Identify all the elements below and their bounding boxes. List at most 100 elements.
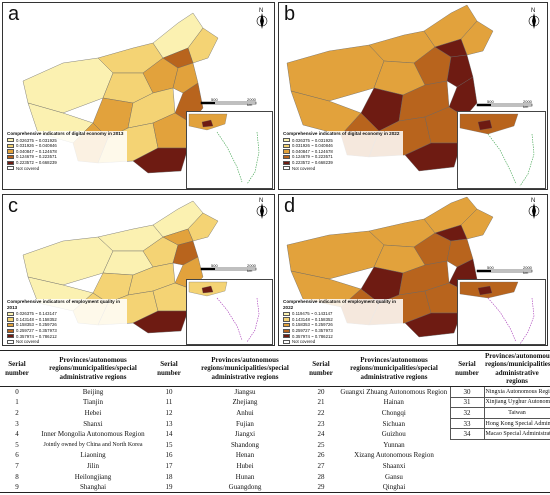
inset-map [188, 281, 260, 343]
region-name-cell: Hong Kong Special Administrative Region [483, 417, 550, 430]
panel-letter: b [284, 3, 296, 25]
header-region-name: Provinces/autonomous regions/municipalit… [484, 350, 550, 387]
region-name-cell: Zhejiang [232, 398, 258, 407]
serial-number-cell: 17 [165, 461, 173, 470]
compass-n-label: N [259, 8, 264, 14]
region-name-cell: Heilongjiang [74, 472, 112, 481]
legend-label: 0.026375 ~ 0.143147 [16, 311, 57, 317]
serial-number-cell: 13 [165, 419, 173, 428]
region-name-cell [484, 481, 550, 493]
legend-label: 0.031926 ~ 0.040846 [292, 143, 333, 149]
legend-swatch [283, 143, 290, 149]
legend-swatch [283, 138, 290, 143]
legend-swatch [283, 166, 290, 171]
region-name-cell: Inner Mongolia Autonomous Region [41, 430, 145, 439]
compass-n-label: N [531, 198, 536, 204]
header-region-name: Provinces/autonomous regions/municipalit… [186, 350, 304, 387]
serial-number-cell: 16 [165, 451, 173, 460]
legend-swatch [7, 149, 14, 154]
serial-number-cell: 9 [0, 481, 34, 493]
serial-number-cell [450, 461, 484, 472]
scale-bar: 500 2000 km [199, 97, 259, 108]
legend-row: 0.031926 ~ 0.040846 [283, 143, 403, 149]
legend-row: 0.143148 ~ 0.158352 [7, 317, 127, 323]
region-name-cell: Tianjin [83, 398, 103, 407]
legend-title: Comprehensive indicators of employment q… [283, 299, 397, 310]
serial-number-cell: 21 [317, 398, 325, 407]
header-serial-number: Serial number [450, 350, 484, 387]
table-row: 4 Inner Mongolia Autonomous Region 14 Jiang… [0, 428, 550, 440]
legend-swatch [7, 328, 14, 333]
serial-number-cell: 8 [15, 472, 19, 481]
serial-number-cell: 31 [449, 396, 485, 409]
legend-label: Not covered [16, 165, 40, 171]
region-name-cell: Beijing [82, 388, 104, 397]
region-name-cell [484, 471, 550, 482]
legend-label: 0.158353 ~ 0.259726 [292, 322, 333, 328]
region-name-cell: Anhui [236, 408, 254, 417]
legend-label: 0.158353 ~ 0.259726 [16, 322, 57, 328]
legend-label: 0.040847 ~ 0.124678 [16, 148, 57, 154]
legend-swatch [7, 317, 14, 322]
serial-number-cell: 5 [15, 440, 19, 449]
legend-swatch [283, 311, 290, 317]
legend-row: 0.158353 ~ 0.259726 [7, 322, 127, 328]
serial-number-cell: 30 [449, 386, 485, 398]
panel-c: c N 500 2000 km Comprehensive indicators… [2, 194, 275, 346]
legend-swatch [283, 317, 290, 322]
south-china-sea-inset [186, 279, 273, 345]
legend-swatch [7, 334, 14, 339]
panel-letter: c [8, 195, 18, 217]
north-arrow-icon: N [525, 8, 543, 31]
legend-row: 0.223572 ~ 0.668239 [283, 160, 403, 166]
legend-row: 0.031926 ~ 0.040846 [7, 143, 127, 149]
legend-row: 0.357974 ~ 0.786212 [283, 334, 403, 340]
scale-mid-label: 500 [211, 97, 218, 102]
serial-number-cell: 26 [317, 451, 325, 460]
region-name-cell: Qinghai [338, 481, 450, 493]
region-name-cell: Shanxi [83, 419, 103, 428]
south-china-sea-inset [186, 111, 273, 189]
serial-number-cell: 29 [304, 481, 338, 493]
legend-label: 0.124679 ~ 0.223571 [292, 154, 333, 160]
legend-d: Comprehensive indicators of employment q… [283, 299, 403, 345]
serial-number-cell: 24 [317, 430, 325, 439]
serial-number-cell: 4 [15, 430, 19, 439]
legend-label: 0.026375 ~ 0.031925 [292, 137, 333, 143]
region-table: Serial number Provinces/autonomous region… [0, 350, 550, 493]
region-name-cell: Shandong [231, 440, 259, 449]
table-row: 7 Jilin 17 Hubei 27 Shaanxi [0, 461, 550, 472]
table-row: 6 Liaoning 16 Henan 26 Xizang Autonomous Regi… [0, 450, 550, 461]
region-name-cell: Macao Special Administrative Region [483, 428, 550, 440]
serial-number-cell: 11 [165, 398, 173, 407]
region-name-cell: Hunan [235, 472, 255, 481]
legend-swatch [7, 323, 14, 328]
legend-row: 0.124679 ~ 0.223571 [7, 154, 127, 160]
region-name-cell: Guangdong [186, 481, 304, 493]
region-name-cell: Shanghai [34, 481, 152, 493]
legend-label: Not covered [292, 339, 316, 345]
inset-map [459, 281, 535, 345]
serial-number-cell: 22 [317, 408, 325, 417]
region-name-cell: Jiangsu [234, 388, 256, 397]
scale-end-label: 2000 km [247, 263, 256, 273]
header-serial-number: Serial number [152, 350, 186, 387]
scale-bar-graphic [200, 267, 257, 271]
table-row: 5 Jointly owned by China and North Korea 1… [0, 439, 550, 450]
legend-row: 0.223572 ~ 0.668239 [7, 160, 127, 166]
legend-row: 0.357974 ~ 0.786212 [7, 334, 127, 340]
serial-number-cell: 12 [165, 408, 173, 417]
serial-number-cell [450, 471, 484, 482]
legend-swatch [283, 149, 290, 154]
table-body: 0 Beijing 10 Jiangsu 20 Guangxi Zhuang Autono… [0, 386, 550, 493]
scale-bar-graphic [476, 269, 533, 273]
serial-number-cell: 15 [165, 440, 173, 449]
scale-end-label: 2000 km [523, 99, 532, 109]
legend-title: Comprehensive indicators of digital econ… [283, 131, 400, 136]
legend-row: 0.124679 ~ 0.223571 [283, 154, 403, 160]
panel-d: d N 500 2000 km Comprehensive indicators… [278, 194, 548, 346]
panel-a: a N 500 2000 km Comprehensive indicators… [2, 2, 275, 190]
table-row: 1 Tianjin 11 Zhejiang 21 Hainan 31 Xinjiang Uyg… [0, 396, 550, 409]
serial-number-cell: 2 [15, 408, 19, 417]
